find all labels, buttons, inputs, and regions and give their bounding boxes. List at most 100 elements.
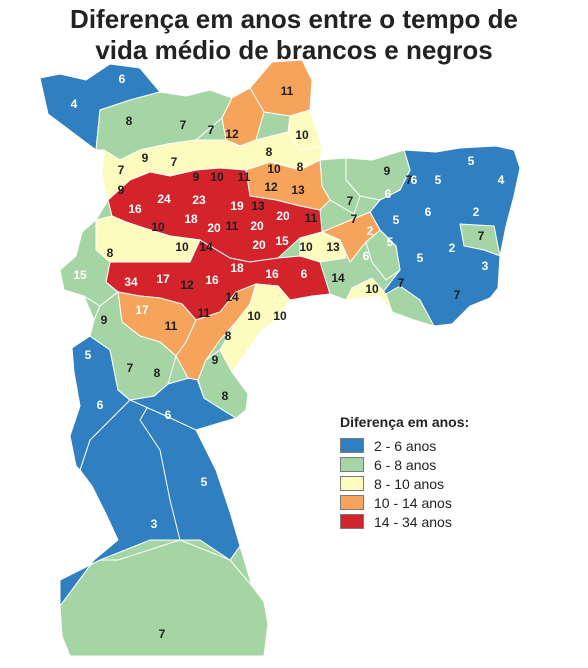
region-value-label: 7 xyxy=(208,123,215,137)
region-value-label: 7 xyxy=(454,288,461,302)
legend-label: 8 - 10 anos xyxy=(374,475,445,492)
region-value-label: 11 xyxy=(238,170,251,184)
region-value-label: 10 xyxy=(210,170,224,184)
region-value-label: 20 xyxy=(276,209,290,223)
region-value-label: 4 xyxy=(498,173,505,187)
region-value-label: 2 xyxy=(449,241,456,255)
region-value-label: 10 xyxy=(151,220,165,234)
region-value-label: 18 xyxy=(184,212,198,226)
map-title: Diferença em anos entre o tempo de vida … xyxy=(0,4,588,66)
region-central-orange-13 xyxy=(320,211,381,263)
legend-label: 10 - 14 anos xyxy=(374,494,452,511)
region-value-label: 9 xyxy=(101,313,108,327)
region-value-label: 6 xyxy=(425,205,432,219)
region-value-label: 17 xyxy=(156,272,170,286)
region-s-green xyxy=(197,349,249,419)
region-value-label: 8 xyxy=(126,114,133,128)
region-value-label: 2 xyxy=(367,224,374,238)
region-value-label: 6 xyxy=(97,398,104,412)
region-east-yellow-10 xyxy=(345,277,393,313)
region-value-label: 7 xyxy=(351,212,358,226)
region-value-label: 10 xyxy=(299,240,313,254)
region-value-label: 8 xyxy=(154,366,161,380)
region-value-label: 34 xyxy=(124,275,138,289)
region-value-label: 11 xyxy=(305,211,318,225)
region-value-label: 15 xyxy=(73,268,87,282)
region-value-label: 4 xyxy=(71,97,78,111)
region-value-label: 14 xyxy=(225,290,239,304)
region-value-label: 7 xyxy=(171,155,178,169)
legend-swatch xyxy=(340,495,364,510)
region-value-label: 10 xyxy=(267,162,281,176)
region-value-label: 5 xyxy=(387,235,394,249)
region-value-label: 20 xyxy=(252,238,266,252)
legend-label: 14 - 34 anos xyxy=(374,513,452,530)
region-value-label: 11 xyxy=(226,219,239,233)
region-value-label: 8 xyxy=(222,389,229,403)
region-value-label: 14 xyxy=(331,271,345,285)
region-value-label: 20 xyxy=(207,221,221,235)
region-value-label: 7 xyxy=(180,118,187,132)
region-value-label: 13 xyxy=(326,240,340,254)
region-value-label: 20 xyxy=(250,219,264,233)
region-value-label: 17 xyxy=(135,303,149,317)
region-value-label: 2 xyxy=(473,205,480,219)
region-value-label: 7 xyxy=(406,173,413,187)
legend-item-8-10: 8 - 10 anos xyxy=(340,474,540,493)
region-value-label: 7 xyxy=(478,229,485,243)
region-value-label: 10 xyxy=(365,282,379,296)
region-value-label: 13 xyxy=(251,199,265,213)
region-value-label: 19 xyxy=(230,199,244,213)
legend-swatch xyxy=(340,457,364,472)
region-value-label: 5 xyxy=(201,475,208,489)
region-value-label: 3 xyxy=(151,517,158,531)
region-value-label: 8 xyxy=(107,246,114,260)
region-value-label: 9 xyxy=(212,353,219,367)
legend-item-14-34: 14 - 34 anos xyxy=(340,512,540,531)
region-value-label: 24 xyxy=(157,192,171,206)
region-value-label: 13 xyxy=(291,183,305,197)
region-value-label: 18 xyxy=(230,261,244,275)
region-value-label: 6 xyxy=(363,249,370,263)
region-value-label: 6 xyxy=(301,267,308,281)
region-value-label: 10 xyxy=(295,128,309,142)
region-value-label: 11 xyxy=(281,84,294,98)
legend-swatch xyxy=(340,514,364,529)
region-value-label: 10 xyxy=(273,309,287,323)
region-value-label: 16 xyxy=(205,273,219,287)
region-north-orange-11 xyxy=(249,59,313,117)
legend-item-2-6: 2 - 6 anos xyxy=(340,436,540,455)
region-east-green-7b xyxy=(459,223,501,257)
title-line-2: vida médio de brancos e negros xyxy=(95,35,493,65)
region-value-label: 9 xyxy=(118,183,125,197)
region-value-label: 5 xyxy=(417,251,424,265)
legend-title: Diferença em anos: xyxy=(340,414,470,430)
legend-item-6-8: 6 - 8 anos xyxy=(340,455,540,474)
region-value-label: 7 xyxy=(398,276,405,290)
region-value-label: 7 xyxy=(347,194,354,208)
region-value-label: 11 xyxy=(198,306,211,320)
region-value-label: 9 xyxy=(384,164,391,178)
region-value-label: 10 xyxy=(175,240,189,254)
region-value-label: 6 xyxy=(411,173,418,187)
region-value-label: 15 xyxy=(275,234,289,248)
region-value-label: 6 xyxy=(119,72,126,86)
legend-item-10-14: 10 - 14 anos xyxy=(340,493,540,512)
legend-label: 6 - 8 anos xyxy=(374,456,437,473)
region-value-label: 7 xyxy=(159,627,166,641)
legend-swatch xyxy=(340,476,364,491)
region-value-label: 7 xyxy=(127,361,134,375)
region-value-label: 9 xyxy=(142,151,149,165)
region-value-label: 16 xyxy=(265,267,279,281)
region-south-green xyxy=(59,539,269,657)
region-value-label: 5 xyxy=(85,348,92,362)
legend-swatch xyxy=(340,438,364,453)
region-value-label: 7 xyxy=(118,163,125,177)
region-value-label: 11 xyxy=(165,319,178,333)
region-value-label: 14 xyxy=(199,240,213,254)
region-value-label: 10 xyxy=(247,309,261,323)
region-value-label: 9 xyxy=(193,170,200,184)
region-value-label: 5 xyxy=(393,213,400,227)
region-value-label: 12 xyxy=(264,180,278,194)
